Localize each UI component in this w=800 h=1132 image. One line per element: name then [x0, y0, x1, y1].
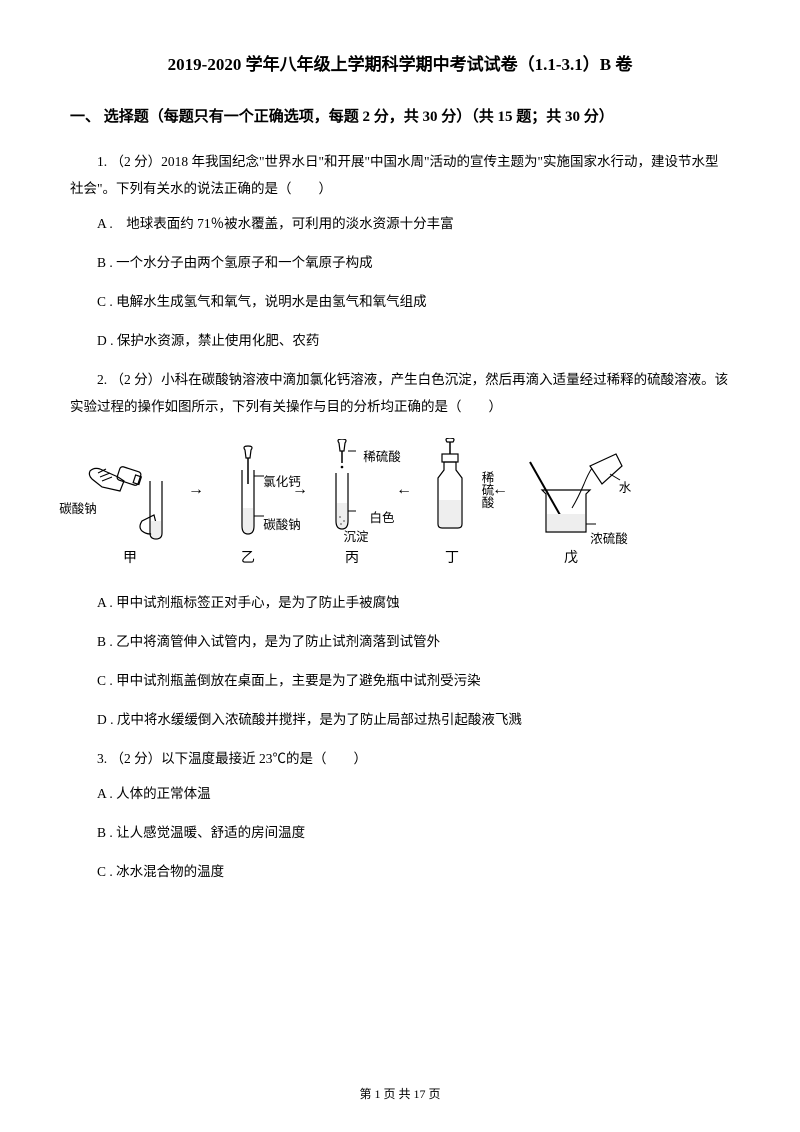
q1-stem: 1. （2 分）2018 年我国纪念"世界水日"和开展"中国水周"活动的宣传主题…: [70, 148, 730, 202]
fig-ding: 稀硫酸 丁: [420, 438, 484, 567]
q3-stem: 3. （2 分）以下温度最接近 23℃的是（ ）: [70, 745, 730, 772]
fig-jia-label: 甲: [123, 547, 137, 567]
fig-jia-annot: 碳酸钠: [59, 498, 97, 517]
fig-wu: 水 浓硫酸 戊: [516, 444, 626, 567]
q2-option-b: B . 乙中将滴管伸入试管内，是为了防止试剂滴落到试管外: [70, 628, 730, 655]
fig-wu-annot2: 浓硫酸: [590, 528, 628, 547]
fig-ding-annot: 稀硫酸: [479, 471, 494, 509]
arrow-4: ←: [492, 481, 508, 499]
fig-ding-svg: [420, 438, 484, 533]
page-footer: 第 1 页 共 17 页: [0, 1085, 800, 1102]
fig-bing-label: 丙: [345, 547, 359, 567]
fig-bing: 稀硫酸 白色 沉淀 丙: [316, 439, 388, 567]
q2-stem: 2. （2 分）小科在碳酸钠溶液中滴加氯化钙溶液，产生白色沉淀，然后再滴入适量经…: [70, 366, 730, 420]
q3-option-c: C . 冰水混合物的温度: [70, 858, 730, 885]
q1-option-d: D . 保护水资源，禁止使用化肥、农药: [70, 327, 730, 354]
q2-figure: 碳酸钠 甲 → 氯化钙 碳酸钠 乙 →: [70, 438, 730, 567]
q3-option-a: A . 人体的正常体温: [70, 780, 730, 807]
q2-option-c: C . 甲中试剂瓶盖倒放在桌面上，主要是为了避免瓶中试剂受污染: [70, 667, 730, 694]
fig-yi-annot1: 氯化钙: [263, 471, 301, 490]
fig-bing-annot2a: 白色: [369, 507, 394, 526]
fig-wu-svg: [516, 444, 626, 539]
fig-wu-annot1: 水: [619, 477, 632, 496]
q2-option-d: D . 戊中将水缓缓倒入浓硫酸并搅拌，是为了防止局部过热引起酸液飞溅: [70, 706, 730, 733]
arrow-3: ←: [396, 481, 412, 499]
fig-bing-annot1: 稀硫酸: [363, 446, 401, 465]
q1-option-b: B . 一个水分子由两个氢原子和一个氧原子构成: [70, 249, 730, 276]
fig-yi: 氯化钙 碳酸钠 乙: [212, 444, 284, 567]
fig-jia: 碳酸钠 甲: [80, 451, 180, 567]
arrow-1: →: [188, 481, 204, 499]
fig-bing-annot2b: 沉淀: [343, 526, 368, 545]
fig-wu-label: 戊: [564, 547, 578, 567]
fig-yi-annot2: 碳酸钠: [263, 514, 301, 533]
q1-option-c: C . 电解水生成氢气和氧气，说明水是由氢气和氧气组成: [70, 288, 730, 315]
q1-option-a: A . 地球表面约 71％被水覆盖，可利用的淡水资源十分丰富: [70, 210, 730, 237]
section-header: 一、 选择题（每题只有一个正确选项，每题 2 分，共 30 分）（共 15 题；…: [70, 105, 730, 126]
q3-option-b: B . 让人感觉温暖、舒适的房间温度: [70, 819, 730, 846]
q2-option-a: A . 甲中试剂瓶标签正对手心，是为了防止手被腐蚀: [70, 589, 730, 616]
fig-yi-label: 乙: [241, 547, 255, 567]
fig-ding-label: 丁: [445, 547, 459, 567]
page-title: 2019-2020 学年八年级上学期科学期中考试试卷（1.1-3.1）B 卷: [70, 50, 730, 75]
